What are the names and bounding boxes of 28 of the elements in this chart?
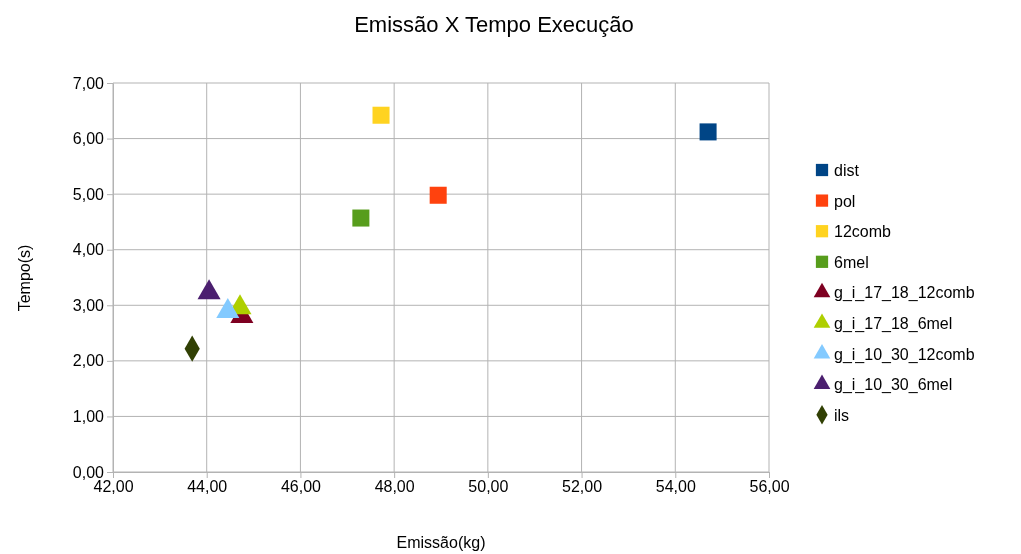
x-tick-label: 48,00 (374, 478, 415, 496)
legend-label: ils (834, 406, 850, 424)
x-tick-label: 54,00 (655, 478, 696, 496)
y-tick-label: 1,00 (72, 408, 105, 426)
x-tick-label: 50,00 (468, 478, 509, 496)
y-tick-label: 3,00 (72, 296, 105, 314)
x-tick-label: 56,00 (749, 478, 790, 496)
y-axis-title: Tempo(s) (16, 244, 33, 312)
y-tick-label: 0,00 (72, 463, 105, 481)
chart-title: Emissão X Tempo Execução (354, 12, 634, 37)
legend-label: g_i_10_30_6mel (834, 376, 953, 395)
legend-label: g_i_17_18_12comb (834, 284, 975, 303)
x-tick-label: 52,00 (562, 478, 603, 496)
y-tick-label: 7,00 (72, 74, 105, 92)
legend-label: 6mel (834, 253, 869, 271)
legend-label: g_i_10_30_12comb (834, 345, 975, 364)
x-tick-label: 44,00 (187, 478, 228, 496)
x-tick-label: 46,00 (280, 478, 322, 496)
y-tick-label: 5,00 (72, 185, 105, 203)
y-tick-label: 4,00 (72, 241, 105, 259)
legend-label: 12comb (834, 223, 892, 241)
legend-label: g_i_17_18_6mel (834, 315, 953, 333)
y-tick-label: 2,00 (72, 352, 105, 370)
x-axis-title: Emissão(kg) (396, 534, 486, 551)
y-tick-label: 6,00 (72, 130, 105, 148)
legend-label: pol (834, 192, 856, 210)
legend-label: dist (834, 162, 860, 179)
x-tick-label: 42,00 (93, 478, 134, 496)
